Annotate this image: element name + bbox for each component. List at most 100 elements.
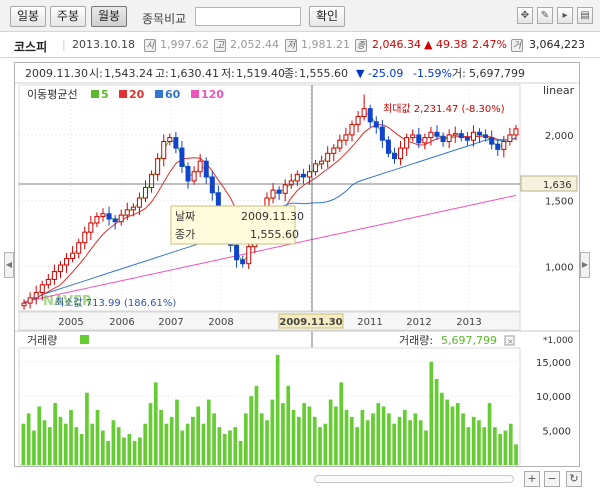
confirm-button[interactable]: 확인: [309, 6, 345, 27]
draw-line-icon[interactable]: ✎: [537, 7, 553, 24]
candle-body: [88, 222, 94, 233]
volume-unit: *1,000: [543, 336, 574, 346]
volume-bar: [21, 423, 26, 465]
volume-bar: [371, 413, 375, 465]
candle-body: [373, 121, 379, 128]
volume-badge-icon: 거: [511, 39, 523, 52]
volume-bar: [100, 430, 105, 465]
candle-body: [319, 160, 325, 165]
reset-button[interactable]: ↻: [566, 471, 582, 487]
candle-body: [173, 137, 179, 149]
volume-bar: [360, 409, 365, 465]
volume-bar: [334, 406, 338, 465]
current-price-tag: [520, 175, 578, 192]
open-badge-icon: 시: [144, 39, 156, 52]
daily-button[interactable]: 일봉: [10, 6, 46, 27]
volume-current-label: 거래량:: [399, 334, 433, 347]
volume-bar: [392, 423, 397, 465]
x-tick-label: 2006: [109, 317, 134, 328]
volume-bar: [26, 413, 31, 465]
quote-open: 1,997.62: [160, 38, 209, 51]
volume-bar: [191, 416, 195, 465]
volume-bar: [132, 440, 137, 465]
candle-body: [270, 189, 276, 199]
zoom-out-button[interactable]: −: [544, 471, 560, 487]
scrollbar[interactable]: [314, 475, 514, 483]
volume-bar: [143, 423, 148, 465]
volume-bar: [429, 361, 434, 465]
candle-body: [325, 152, 331, 162]
candle-body: [51, 271, 57, 280]
tooltip-date: 2009.11.30: [241, 210, 304, 223]
ma-legend-title: 이동평균선: [27, 88, 78, 101]
volume-bar: [381, 406, 386, 465]
scroll-left-icon[interactable]: ◀: [4, 252, 14, 278]
candle-body: [331, 147, 337, 154]
volume-bar: [185, 423, 190, 465]
header-high: 1,630.41: [170, 67, 219, 80]
scale-label[interactable]: linear: [543, 84, 575, 97]
volume-bar: [196, 406, 201, 465]
quote-volume: 3,064,223: [529, 38, 585, 51]
candle-body: [434, 131, 440, 137]
candle-body: [179, 147, 185, 167]
print-icon[interactable]: ▤: [577, 7, 593, 24]
volume-bar: [365, 420, 370, 465]
candle-body: [130, 206, 136, 211]
chart-canvas[interactable]: 2009.11.30 시: 1,543.24 고: 1,630.41 저: 1,…: [15, 63, 579, 466]
volume-bar: [440, 392, 444, 465]
quote-date: 2013.10.18: [72, 38, 135, 51]
header-high-label: 고:: [155, 67, 169, 80]
volume-bar: [217, 427, 222, 465]
quote-change-pct: 2.47%: [472, 38, 507, 51]
scroll-right-icon[interactable]: ▶: [580, 252, 590, 278]
candle-body: [428, 131, 434, 139]
price-plot-area[interactable]: [18, 84, 521, 312]
compare-label: 종목비교: [142, 12, 187, 26]
volume-bar: [487, 403, 492, 465]
candle-body: [385, 139, 391, 154]
volume-bar: [169, 416, 174, 465]
volume-bar: [122, 437, 126, 465]
x-tick-label: 2008: [208, 317, 233, 328]
weekly-button[interactable]: 주봉: [50, 6, 86, 27]
crosshair-icon[interactable]: ✥: [517, 7, 533, 24]
compare-input[interactable]: [195, 7, 301, 26]
header-change-pct: -1.59%: [413, 67, 452, 80]
candle-body: [410, 134, 416, 139]
volume-bar: [376, 403, 381, 465]
candle-body: [355, 116, 361, 125]
volume-plot-area[interactable]: [18, 347, 521, 466]
tooltip-close-label: 종가: [175, 228, 195, 241]
volume-bar: [424, 430, 428, 465]
candle-body: [483, 134, 489, 139]
candle-body: [143, 186, 148, 199]
monthly-button[interactable]: 월봉: [91, 6, 127, 27]
volume-bar: [212, 413, 216, 465]
header-close: 1,555.60: [299, 67, 348, 80]
price-tick-label: 1,000: [545, 262, 574, 273]
candle-body: [82, 231, 88, 244]
candle-body: [398, 147, 404, 160]
header-date: 2009.11.30: [25, 67, 88, 80]
volume-bar: [493, 427, 497, 465]
volume-bar: [238, 440, 243, 465]
volume-bar: [387, 413, 391, 465]
volume-bar: [450, 406, 455, 465]
zoom-in-button[interactable]: +: [524, 471, 540, 487]
price-tick-label: 2,000: [545, 131, 574, 142]
volume-bar: [153, 382, 158, 465]
ma-line-5: [23, 111, 517, 304]
volume-close-icon[interactable]: [504, 335, 515, 346]
candle-body: [246, 246, 252, 265]
candle-body: [379, 126, 385, 141]
volume-bar: [111, 420, 116, 465]
chart-frame[interactable]: 2009.11.30 시: 1,543.24 고: 1,630.41 저: 1,…: [14, 62, 580, 467]
candle-body: [106, 213, 112, 220]
x-tick-label: 2013: [456, 317, 481, 328]
cursor-icon[interactable]: ▸: [557, 7, 573, 24]
x-tick-label: 2011: [357, 317, 382, 328]
candle-body: [501, 141, 507, 150]
candle-body: [349, 123, 355, 136]
cursor-date-tag: [278, 313, 344, 329]
